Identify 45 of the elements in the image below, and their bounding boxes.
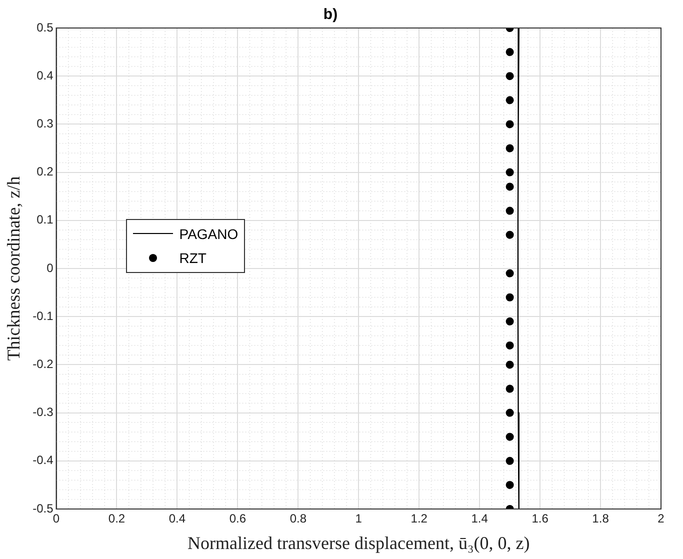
y-tick-label: -0.1 <box>32 308 54 323</box>
point <box>506 182 514 191</box>
x-tick-label: 0.2 <box>108 512 126 526</box>
point <box>506 206 514 215</box>
x-tick-label: 1.6 <box>532 512 549 526</box>
point <box>506 120 514 128</box>
x-tick-label: 0.6 <box>229 512 246 526</box>
x-tick-label: 0.4 <box>168 512 186 526</box>
x-tick-label: 2 <box>658 512 665 526</box>
x-tick-label: 1.2 <box>410 512 428 526</box>
legend-label: PAGANO <box>179 226 238 242</box>
y-tick-label: 0.5 <box>36 20 54 34</box>
legend-label: RZT <box>179 250 206 266</box>
y-tick-label: -0.4 <box>32 453 54 468</box>
x-axis-title: Normalized transverse displacement, ū₃(0, 0, z) <box>188 532 530 553</box>
point <box>506 432 514 441</box>
y-tick-label: 0.1 <box>36 212 54 227</box>
y-tick-label: -0.3 <box>32 405 54 420</box>
point <box>506 341 514 350</box>
y-tick-label: -0.2 <box>32 357 54 372</box>
point <box>506 317 514 326</box>
y-tick-label: 0 <box>46 260 54 275</box>
x-tick-label: 0.8 <box>290 512 307 526</box>
chart-title: b) <box>323 6 338 24</box>
point <box>506 48 514 56</box>
point <box>506 480 514 489</box>
y-tick-label: 0.4 <box>36 68 54 82</box>
point <box>506 293 514 302</box>
y-tick-label: 0.3 <box>36 116 54 131</box>
y-axis-title: Thickness coordinate, z/h <box>4 176 24 361</box>
point <box>506 384 514 393</box>
point <box>506 456 514 465</box>
x-tick-label: 1.8 <box>592 512 610 526</box>
point <box>506 168 514 176</box>
point <box>506 360 514 369</box>
x-tick-label: 1 <box>355 512 362 526</box>
y-tick-label: 0.2 <box>36 164 54 179</box>
y-tick-label: -0.5 <box>32 501 54 516</box>
point <box>506 269 514 278</box>
point <box>506 230 514 239</box>
point <box>506 408 514 417</box>
x-tick-label: 1.4 <box>471 512 488 526</box>
point <box>506 96 514 104</box>
point <box>506 144 514 152</box>
point <box>506 72 514 80</box>
